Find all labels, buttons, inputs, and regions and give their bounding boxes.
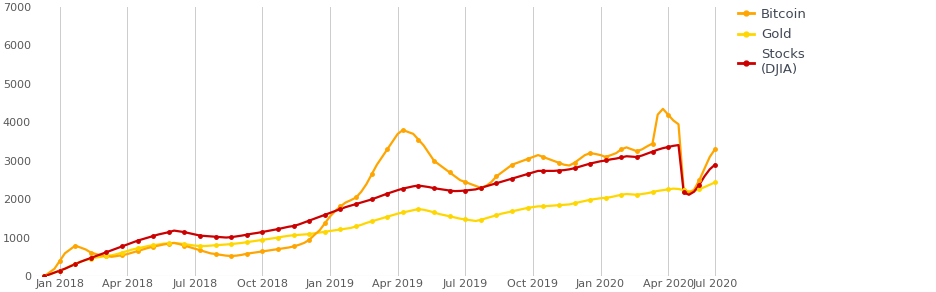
Legend: Bitcoin, Gold, Stocks
(DJIA): Bitcoin, Gold, Stocks (DJIA) [739, 8, 807, 77]
